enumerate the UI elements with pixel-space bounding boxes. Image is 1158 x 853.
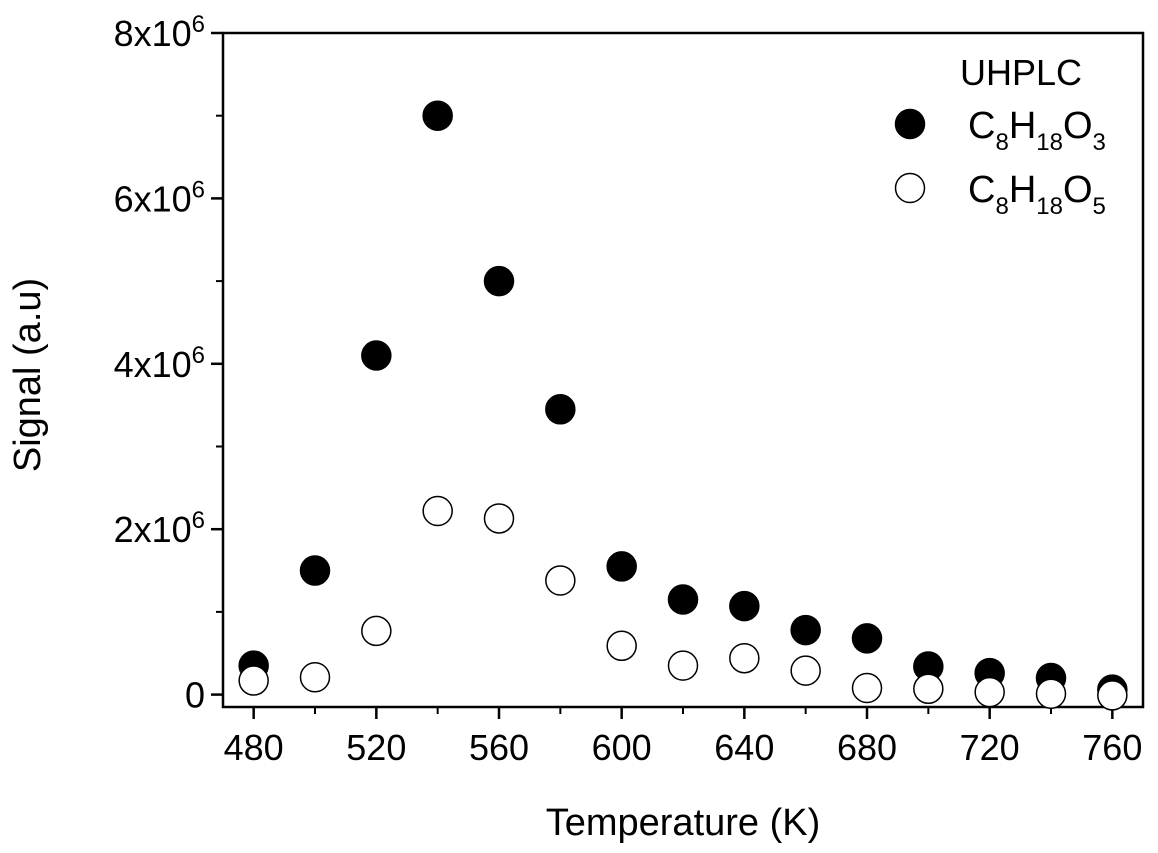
point-filled [361,340,392,371]
x-tick-label: 720 [960,727,1020,768]
point-open [1035,678,1067,710]
point-open [790,655,821,686]
point-open [545,565,576,596]
legend: UHPLC C8H18O3 C8H18O5 [894,52,1106,220]
point-filled [483,265,515,297]
point-filled [667,584,699,615]
point-open [483,503,515,534]
point-filled [729,590,760,622]
x-tick-label: 520 [346,727,406,768]
x-tick-label: 560 [469,727,529,768]
point-filled [851,623,883,654]
point-open [238,665,269,696]
point-filled [422,100,453,131]
y-tick-label: 2x106 [114,507,205,550]
point-open [974,676,1005,708]
point-open [729,642,760,674]
y-tick-label: 8x106 [114,11,205,54]
point-open [361,615,392,647]
point-filled [299,555,331,586]
point-open [606,630,637,662]
point-open [667,650,699,681]
x-axis-ticks: 480 520 560 600 640 680 720 760 [224,707,1142,768]
point-open [1097,680,1128,711]
x-tick-label: 760 [1082,727,1142,768]
y-tick-label: 6x106 [114,176,205,219]
point-open [299,661,331,693]
x-axis-title: Temperature (K) [546,802,821,844]
y-tick-label: 0 [185,675,205,716]
x-tick-label: 480 [224,727,284,768]
legend-label: C8H18O5 [968,169,1106,220]
point-filled [606,551,637,582]
legend-marker-filled [894,108,926,140]
point-open [913,673,944,705]
y-axis-title: Signal (a.u) [7,278,49,472]
data-points [238,100,1128,711]
x-tick-label: 600 [592,727,652,768]
point-filled [790,614,821,646]
point-open [422,495,453,527]
point-filled [545,394,576,425]
point-open [851,672,883,704]
x-tick-label: 640 [714,727,774,768]
legend-title: UHPLC [960,52,1082,93]
legend-label: C8H18O3 [968,105,1106,156]
y-axis-ticks: 0 2x106 4x106 6x106 8x106 [114,11,223,716]
x-tick-label: 680 [837,727,897,768]
legend-marker-open [894,172,926,204]
y-tick-label: 4x106 [114,342,205,385]
